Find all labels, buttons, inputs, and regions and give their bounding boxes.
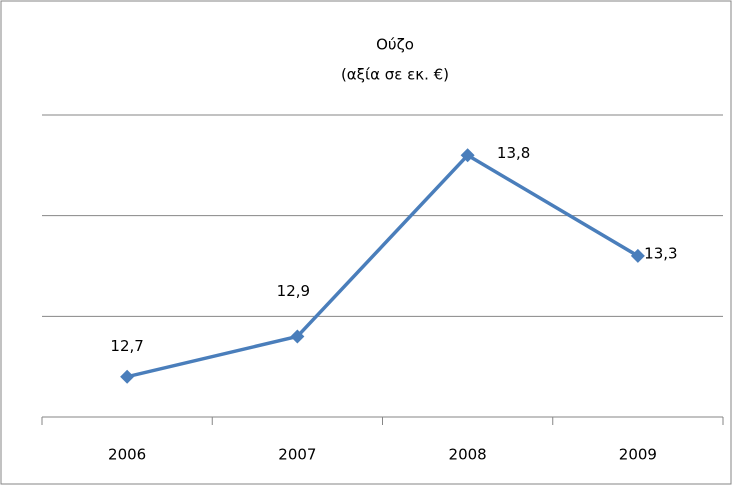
x-tick-label: 2009 <box>619 446 657 464</box>
data-point <box>120 369 135 384</box>
data-label: 13,8 <box>497 144 530 162</box>
x-tick-label: 2008 <box>449 446 487 464</box>
x-tick-label: 2007 <box>278 446 316 464</box>
data-label: 12,7 <box>110 337 143 355</box>
chart-title: Ούζο <box>376 36 414 54</box>
data-point <box>630 248 645 263</box>
data-point <box>460 148 475 163</box>
chart-subtitle: (αξία σε εκ. €) <box>341 66 449 84</box>
data-label: 13,3 <box>644 244 677 262</box>
data-line <box>126 153 639 379</box>
x-tick-label: 2006 <box>108 446 146 464</box>
data-point <box>290 329 305 344</box>
data-label: 12,9 <box>277 282 310 300</box>
